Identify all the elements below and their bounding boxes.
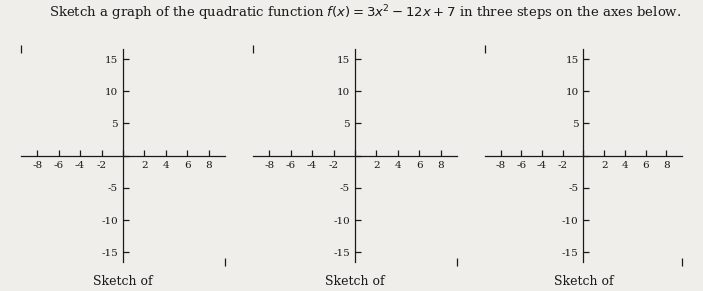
Text: Sketch a graph of the quadratic function $f(x) = 3x^2 - 12x + 7$ in three steps : Sketch a graph of the quadratic function…: [49, 3, 682, 22]
Text: Sketch of: Sketch of: [554, 275, 613, 288]
Text: Sketch of: Sketch of: [325, 275, 385, 288]
Text: Sketch of: Sketch of: [93, 275, 153, 288]
